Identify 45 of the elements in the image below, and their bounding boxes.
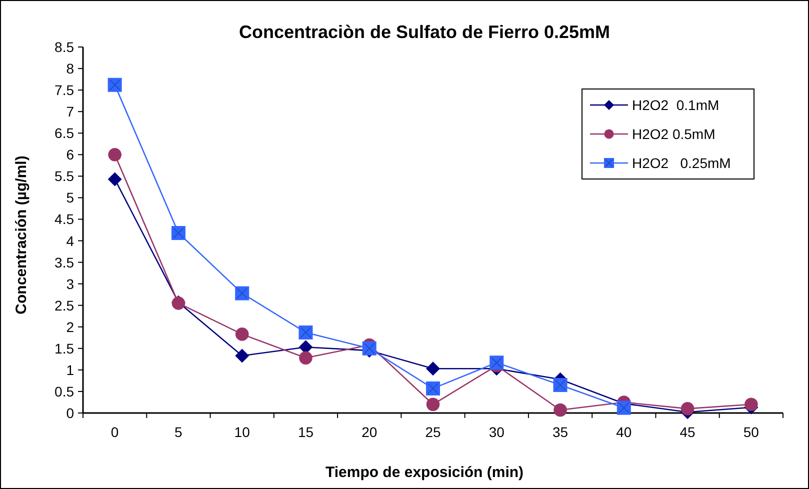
- y-tick-label: 0.5: [54, 383, 74, 400]
- y-tick-label: 3.5: [54, 254, 74, 270]
- x-tick-label: 40: [616, 424, 632, 440]
- point: [235, 348, 250, 363]
- x-tick-label: 45: [680, 424, 696, 440]
- y-tick-label: 7.5: [54, 82, 74, 98]
- x-tick-label: 0: [110, 424, 119, 440]
- chart-title: Concentraciòn de Sulfato de Fierro 0.25mM: [238, 22, 610, 42]
- y-tick-label: 5.5: [54, 168, 74, 184]
- x-tick-label: 5: [174, 424, 183, 440]
- x-tick-label: 35: [552, 424, 568, 440]
- legend-label: H2O2 0.25mM: [632, 155, 731, 171]
- y-tick-label: 8: [66, 60, 74, 77]
- x-tick-label: 50: [743, 424, 760, 440]
- x-tick-label: 25: [425, 424, 441, 440]
- y-tick-label: 7: [66, 104, 74, 120]
- y-tick-label: 1.5: [54, 340, 74, 356]
- point: [108, 172, 122, 186]
- x-tick-label: 15: [298, 424, 314, 440]
- y-tick-label: 6: [66, 146, 74, 163]
- y-axis-title: Concentración (µg/ml): [13, 156, 30, 314]
- x-tick-label: 20: [362, 424, 378, 440]
- y-tick-label: 2: [66, 318, 74, 335]
- y-tick-label: 4: [66, 232, 74, 249]
- y-tick-label: 8.5: [54, 39, 74, 55]
- x-tick-label: 10: [234, 424, 250, 440]
- point: [108, 148, 122, 162]
- point: [235, 328, 249, 341]
- y-tick-label: 1: [66, 362, 74, 378]
- legend-label: H2O2 0.5mM: [632, 126, 716, 142]
- y-tick-label: 5: [66, 190, 74, 206]
- point: [426, 398, 440, 412]
- x-axis-title: Tiempo de exposición (min): [325, 464, 524, 481]
- y-tick-label: 0: [66, 405, 74, 421]
- legend-label: H2O2 0.1mM: [632, 97, 720, 113]
- y-tick-label: 3: [66, 276, 74, 292]
- point: [744, 398, 758, 412]
- point: [680, 402, 694, 416]
- y-tick-label: 2.5: [54, 297, 74, 314]
- point: [299, 351, 312, 365]
- y-tick-label: 4.5: [54, 211, 74, 228]
- point: [554, 403, 567, 417]
- point: [426, 362, 440, 376]
- x-tick-label: 30: [488, 424, 505, 440]
- y-tick-label: 6.5: [54, 125, 74, 142]
